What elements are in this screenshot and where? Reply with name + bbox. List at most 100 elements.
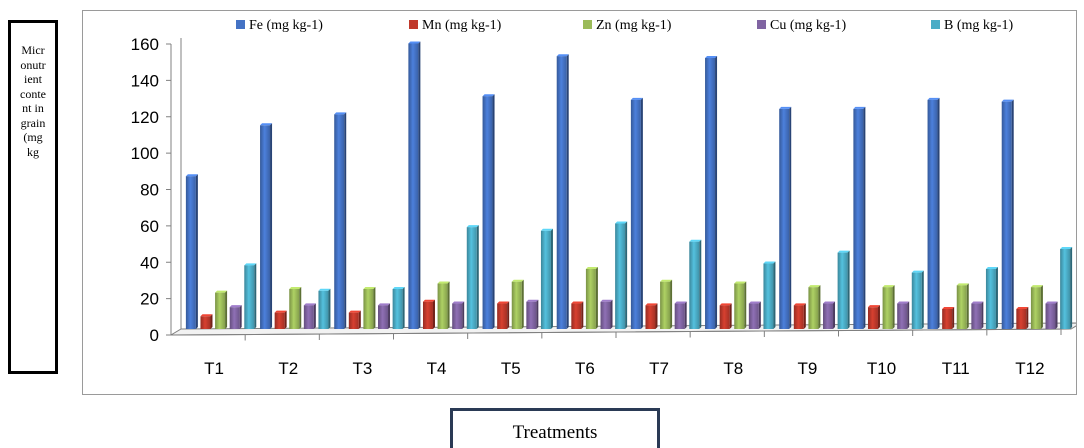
bar bbox=[274, 312, 285, 329]
bar-side bbox=[684, 301, 687, 329]
x-axis-line bbox=[170, 328, 1072, 336]
bar-side bbox=[1070, 246, 1073, 329]
bar-top bbox=[556, 54, 569, 57]
x-tick-label: T7 bbox=[649, 359, 669, 378]
bar-top bbox=[971, 301, 984, 304]
bar-top bbox=[200, 314, 213, 317]
bar-side bbox=[744, 281, 747, 329]
bar-top bbox=[1060, 246, 1073, 249]
bar-side bbox=[758, 301, 761, 329]
bar bbox=[897, 303, 908, 329]
bar-side bbox=[581, 301, 584, 329]
bar-side bbox=[699, 239, 702, 329]
x-tick-label: T1 bbox=[204, 359, 224, 378]
x-tick-label: T3 bbox=[352, 359, 372, 378]
bar bbox=[734, 283, 745, 329]
bar bbox=[1060, 248, 1071, 329]
bar-top bbox=[985, 266, 998, 269]
bar-side bbox=[640, 97, 643, 330]
x-tick-label: T5 bbox=[501, 359, 521, 378]
bar-side bbox=[818, 285, 821, 329]
bar bbox=[763, 263, 774, 329]
bar bbox=[779, 108, 790, 330]
bar-top bbox=[763, 261, 776, 264]
y-tick-label: 160 bbox=[131, 35, 159, 54]
y-tick-label: 100 bbox=[131, 144, 159, 163]
bar-side bbox=[447, 281, 450, 329]
x-tick-label: T2 bbox=[278, 359, 298, 378]
bar bbox=[867, 307, 878, 329]
bar-top bbox=[897, 301, 910, 304]
bar-top bbox=[185, 174, 198, 177]
bar bbox=[526, 301, 537, 329]
bar-side bbox=[254, 263, 257, 329]
bar bbox=[985, 268, 996, 329]
bar-top bbox=[911, 270, 924, 273]
bar-side bbox=[536, 299, 539, 329]
bar bbox=[689, 241, 700, 329]
bar-top bbox=[408, 41, 421, 44]
bar-top bbox=[734, 281, 747, 284]
x-tick-label: T9 bbox=[797, 359, 817, 378]
bar-top bbox=[585, 266, 598, 269]
bar-side bbox=[210, 314, 213, 329]
bar bbox=[748, 303, 759, 329]
legend-label: Zn (mg kg-1) bbox=[596, 18, 672, 33]
bar-top bbox=[497, 301, 510, 304]
legend-swatch bbox=[583, 20, 592, 29]
bar-side bbox=[476, 225, 479, 329]
x-tick-label: T12 bbox=[1015, 359, 1044, 378]
legend-label: Cu (mg kg-1) bbox=[770, 18, 847, 33]
bar bbox=[630, 99, 641, 330]
bar-top bbox=[1030, 285, 1043, 288]
bar-side bbox=[789, 106, 792, 330]
bar bbox=[660, 281, 671, 329]
y-axis-title: Micronutrient content in grain (mg kg bbox=[20, 43, 46, 159]
bar bbox=[823, 303, 834, 329]
bar bbox=[674, 303, 685, 329]
bar-side bbox=[402, 286, 405, 329]
bar bbox=[408, 43, 419, 330]
bar bbox=[540, 230, 551, 329]
bar-side bbox=[270, 123, 273, 329]
bar-side bbox=[373, 286, 376, 329]
x-tick-label: T11 bbox=[942, 359, 970, 378]
legend-swatch bbox=[236, 20, 245, 29]
bar-side bbox=[625, 221, 628, 329]
bar-side bbox=[966, 283, 969, 329]
legend-swatch bbox=[409, 20, 418, 29]
bar bbox=[229, 307, 240, 329]
bar-side bbox=[655, 303, 658, 329]
bar bbox=[911, 272, 922, 329]
bar-top bbox=[689, 239, 702, 242]
bar-top bbox=[1045, 301, 1058, 304]
bar-top bbox=[779, 106, 792, 109]
bar-side bbox=[225, 290, 228, 329]
bar bbox=[600, 301, 611, 329]
bar-top bbox=[615, 221, 628, 224]
y-tick-label: 20 bbox=[140, 290, 159, 309]
bar-top bbox=[437, 281, 450, 284]
bar bbox=[556, 56, 567, 329]
bar-top bbox=[334, 112, 347, 115]
bar-side bbox=[863, 106, 866, 330]
bar-side bbox=[358, 310, 361, 329]
bar bbox=[705, 58, 716, 329]
bar-side bbox=[729, 303, 732, 329]
bar-side bbox=[1055, 301, 1058, 329]
bar bbox=[482, 96, 493, 329]
bar-side bbox=[892, 285, 895, 329]
legend-swatch bbox=[757, 20, 766, 29]
bar-top bbox=[526, 299, 539, 302]
bar-top bbox=[927, 97, 940, 100]
bar bbox=[437, 283, 448, 329]
bar-top bbox=[1001, 99, 1014, 102]
bar bbox=[571, 303, 582, 329]
bar-top bbox=[853, 106, 866, 109]
bar-side bbox=[670, 279, 673, 329]
bar-top bbox=[867, 305, 880, 308]
bar-top bbox=[303, 303, 316, 306]
bar bbox=[927, 99, 938, 330]
bar-top bbox=[837, 250, 850, 253]
bar bbox=[645, 305, 656, 329]
